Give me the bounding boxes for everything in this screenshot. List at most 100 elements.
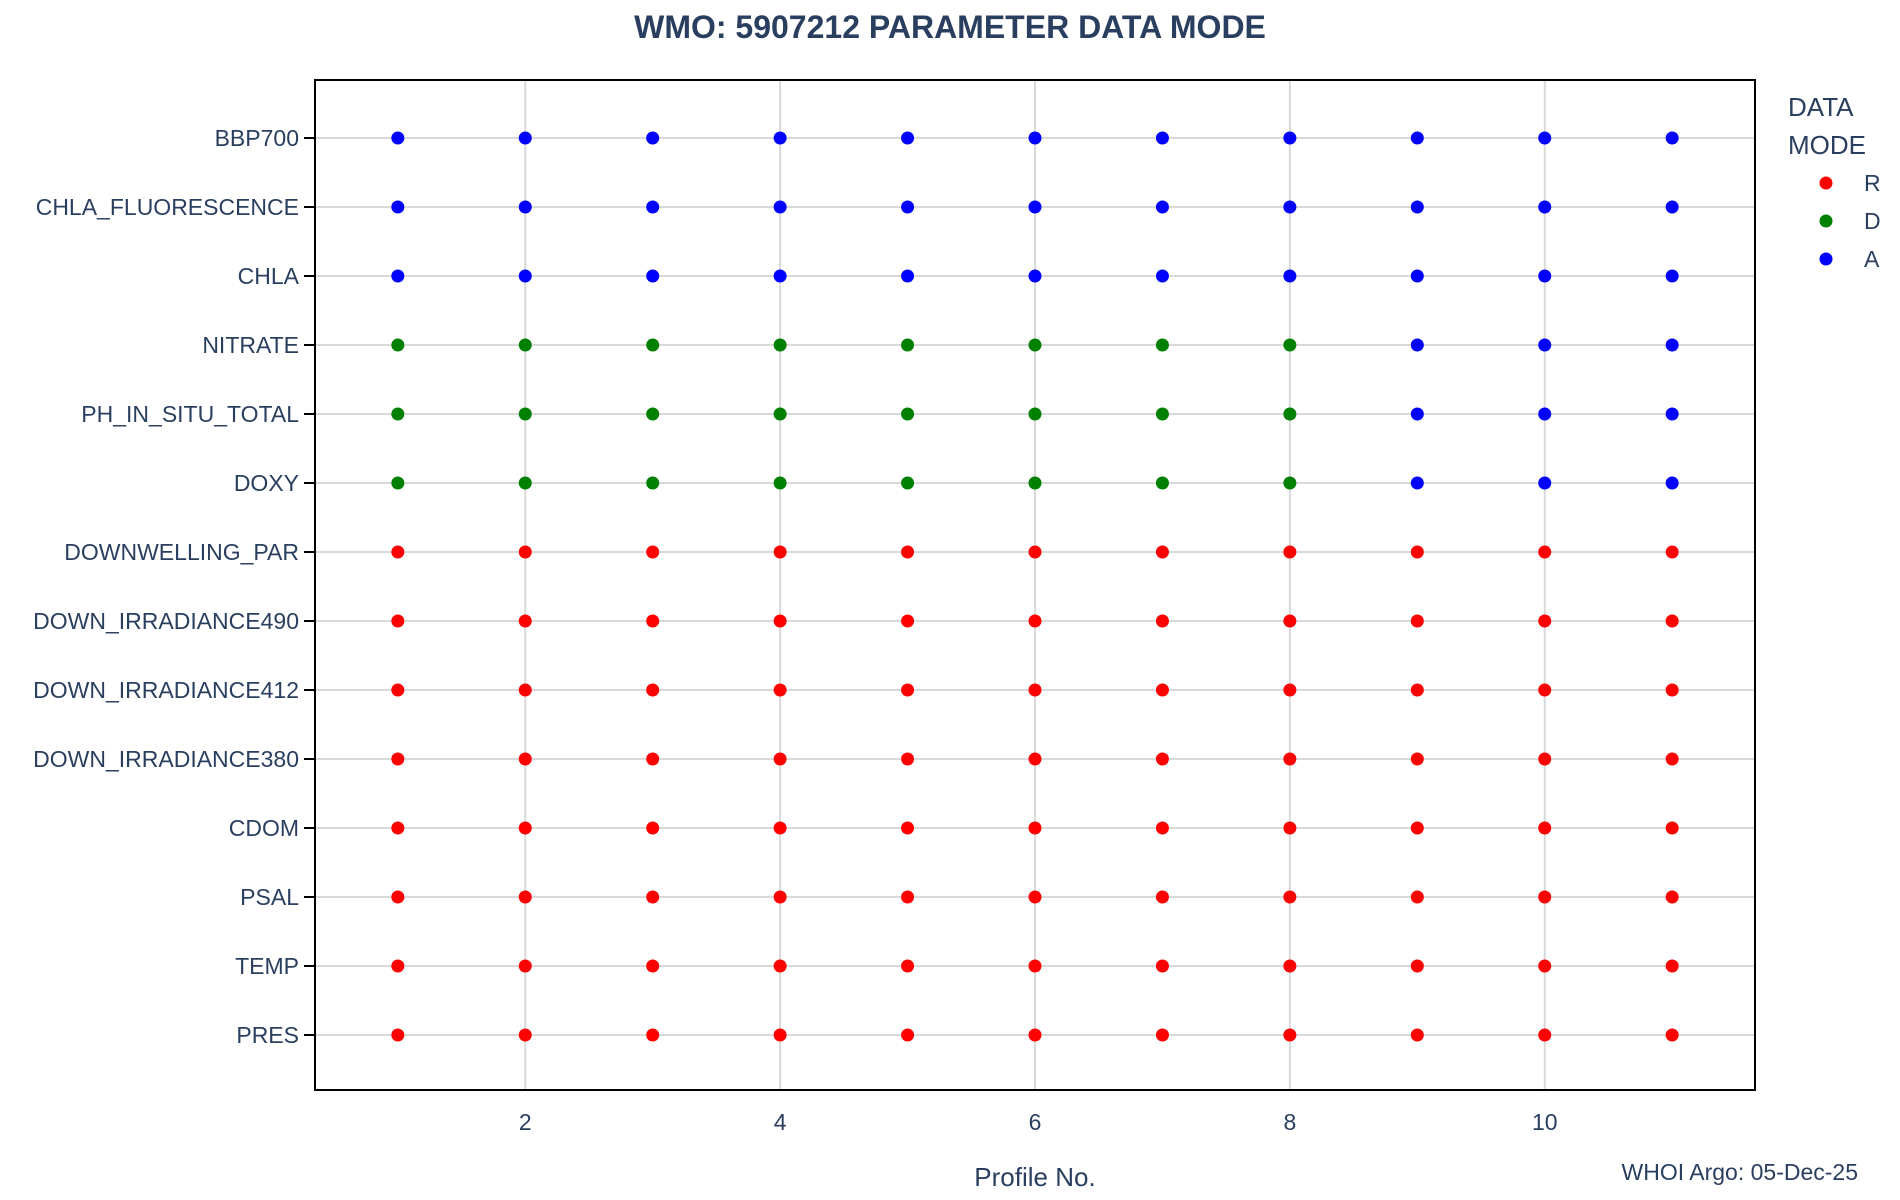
point-chla-profile-8-a: [1283, 269, 1297, 283]
point-temp-profile-5-r: [901, 959, 915, 973]
x-tick-label-6: 6: [1029, 1109, 1042, 1135]
point-downwelling-par-profile-8-r: [1283, 545, 1297, 559]
legend-label-a: A: [1864, 246, 1880, 272]
point-nitrate-profile-8-d: [1283, 338, 1297, 352]
point-ph-in-situ-total-profile-10-a: [1538, 407, 1552, 421]
y-tick-label-cdom: CDOM: [229, 815, 299, 841]
point-doxy-profile-10-a: [1538, 476, 1552, 490]
y-tick-label-ph-in-situ-total: PH_IN_SITU_TOTAL: [81, 401, 299, 427]
y-tick-label-down-irradiance490: DOWN_IRRADIANCE490: [33, 608, 299, 634]
point-doxy-profile-2-d: [518, 476, 532, 490]
y-tick-label-chla-fluorescence: CHLA_FLUORESCENCE: [36, 194, 299, 220]
point-temp-profile-6-r: [1028, 959, 1042, 973]
point-down-irradiance412-profile-9-r: [1410, 683, 1424, 697]
point-doxy-profile-6-d: [1028, 476, 1042, 490]
point-downwelling-par-profile-11-r: [1665, 545, 1679, 559]
point-ph-in-situ-total-profile-6-d: [1028, 407, 1042, 421]
legend-title-line-1: DATA: [1788, 92, 1854, 122]
point-nitrate-profile-2-d: [518, 338, 532, 352]
point-cdom-profile-2-r: [518, 821, 532, 835]
point-down-irradiance380-profile-10-r: [1538, 752, 1552, 766]
y-tick-label-downwelling-par: DOWNWELLING_PAR: [64, 539, 299, 565]
point-pres-profile-5-r: [901, 1028, 915, 1042]
point-pres-profile-10-r: [1538, 1028, 1552, 1042]
point-chla-fluorescence-profile-1-a: [391, 200, 405, 214]
point-downwelling-par-profile-2-r: [518, 545, 532, 559]
point-chla-profile-2-a: [518, 269, 532, 283]
point-down-irradiance412-profile-6-r: [1028, 683, 1042, 697]
point-down-irradiance412-profile-11-r: [1665, 683, 1679, 697]
point-psal-profile-2-r: [518, 890, 532, 904]
point-down-irradiance380-profile-3-r: [646, 752, 660, 766]
point-chla-fluorescence-profile-4-a: [773, 200, 787, 214]
point-psal-profile-5-r: [901, 890, 915, 904]
chart-title: WMO: 5907212 PARAMETER DATA MODE: [634, 9, 1266, 45]
point-cdom-profile-3-r: [646, 821, 660, 835]
point-bbp700-profile-2-a: [518, 131, 532, 145]
point-bbp700-profile-8-a: [1283, 131, 1297, 145]
legend-label-r: R: [1864, 170, 1881, 196]
source-annotation: WHOI Argo: 05-Dec-25: [1622, 1159, 1858, 1185]
point-chla-fluorescence-profile-10-a: [1538, 200, 1552, 214]
point-doxy-profile-8-d: [1283, 476, 1297, 490]
point-downwelling-par-profile-4-r: [773, 545, 787, 559]
x-tick-label-2: 2: [519, 1109, 532, 1135]
point-down-irradiance380-profile-4-r: [773, 752, 787, 766]
point-ph-in-situ-total-profile-2-d: [518, 407, 532, 421]
point-psal-profile-7-r: [1155, 890, 1169, 904]
point-cdom-profile-9-r: [1410, 821, 1424, 835]
x-tick-label-4: 4: [774, 1109, 787, 1135]
point-temp-profile-2-r: [518, 959, 532, 973]
point-bbp700-profile-5-a: [901, 131, 915, 145]
point-bbp700-profile-9-a: [1410, 131, 1424, 145]
legend-title-line-2: MODE: [1788, 130, 1866, 160]
point-ph-in-situ-total-profile-9-a: [1410, 407, 1424, 421]
data-points: [391, 131, 1679, 1042]
point-nitrate-profile-10-a: [1538, 338, 1552, 352]
point-down-irradiance412-profile-10-r: [1538, 683, 1552, 697]
point-down-irradiance380-profile-7-r: [1155, 752, 1169, 766]
y-tick-label-bbp700: BBP700: [215, 125, 299, 151]
point-down-irradiance490-profile-4-r: [773, 614, 787, 628]
point-cdom-profile-4-r: [773, 821, 787, 835]
point-doxy-profile-5-d: [901, 476, 915, 490]
point-down-irradiance412-profile-4-r: [773, 683, 787, 697]
point-down-irradiance490-profile-11-r: [1665, 614, 1679, 628]
point-doxy-profile-1-d: [391, 476, 405, 490]
x-tick-label-10: 10: [1532, 1109, 1558, 1135]
point-chla-fluorescence-profile-2-a: [518, 200, 532, 214]
point-psal-profile-6-r: [1028, 890, 1042, 904]
point-chla-profile-10-a: [1538, 269, 1552, 283]
point-chla-fluorescence-profile-7-a: [1155, 200, 1169, 214]
point-temp-profile-8-r: [1283, 959, 1297, 973]
point-ph-in-situ-total-profile-11-a: [1665, 407, 1679, 421]
point-down-irradiance412-profile-1-r: [391, 683, 405, 697]
y-tick-marks: [304, 137, 315, 1036]
point-chla-fluorescence-profile-5-a: [901, 200, 915, 214]
grid-lines: [315, 80, 1755, 1090]
point-doxy-profile-11-a: [1665, 476, 1679, 490]
point-bbp700-profile-7-a: [1155, 131, 1169, 145]
point-psal-profile-1-r: [391, 890, 405, 904]
y-tick-label-down-irradiance412: DOWN_IRRADIANCE412: [33, 677, 299, 703]
point-psal-profile-10-r: [1538, 890, 1552, 904]
point-down-irradiance490-profile-7-r: [1155, 614, 1169, 628]
y-tick-label-chla: CHLA: [238, 263, 300, 289]
y-tick-label-pres: PRES: [236, 1022, 299, 1048]
point-downwelling-par-profile-9-r: [1410, 545, 1424, 559]
point-nitrate-profile-1-d: [391, 338, 405, 352]
point-nitrate-profile-6-d: [1028, 338, 1042, 352]
point-down-irradiance490-profile-6-r: [1028, 614, 1042, 628]
point-ph-in-situ-total-profile-8-d: [1283, 407, 1297, 421]
point-pres-profile-3-r: [646, 1028, 660, 1042]
y-tick-label-psal: PSAL: [240, 884, 299, 910]
legend-marker-a: [1819, 252, 1833, 266]
legend-label-d: D: [1864, 208, 1881, 234]
point-chla-fluorescence-profile-8-a: [1283, 200, 1297, 214]
point-cdom-profile-11-r: [1665, 821, 1679, 835]
point-down-irradiance380-profile-1-r: [391, 752, 405, 766]
legend-marker-d: [1819, 214, 1833, 228]
point-temp-profile-10-r: [1538, 959, 1552, 973]
point-temp-profile-9-r: [1410, 959, 1424, 973]
